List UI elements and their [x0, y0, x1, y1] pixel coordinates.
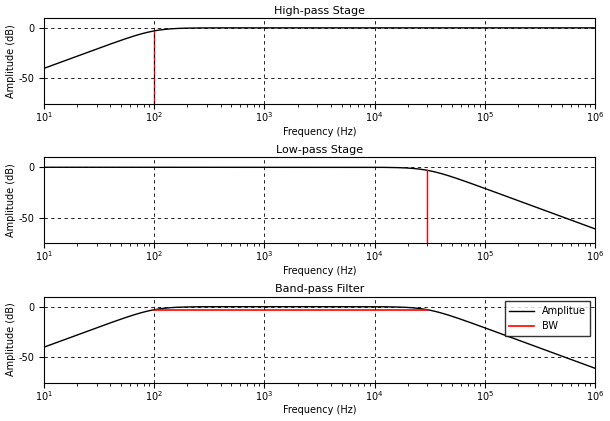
BW	[424, 307, 431, 312]
BW	[151, 307, 158, 312]
Title: High-pass Stage: High-pass Stage	[274, 5, 365, 16]
X-axis label: Frequency (Hz): Frequency (Hz)	[283, 127, 356, 137]
X-axis label: Frequency (Hz): Frequency (Hz)	[283, 405, 356, 416]
Title: Band-pass Filter: Band-pass Filter	[275, 284, 364, 294]
X-axis label: Frequency (Hz): Frequency (Hz)	[283, 266, 356, 276]
Y-axis label: Amplitude (dB): Amplitude (dB)	[5, 163, 16, 237]
Y-axis label: Amplitude (dB): Amplitude (dB)	[5, 303, 16, 376]
Title: Low-pass Stage: Low-pass Stage	[276, 145, 363, 155]
Y-axis label: Amplitude (dB): Amplitude (dB)	[5, 24, 16, 98]
Legend: Amplitue, BW: Amplitue, BW	[504, 301, 590, 336]
